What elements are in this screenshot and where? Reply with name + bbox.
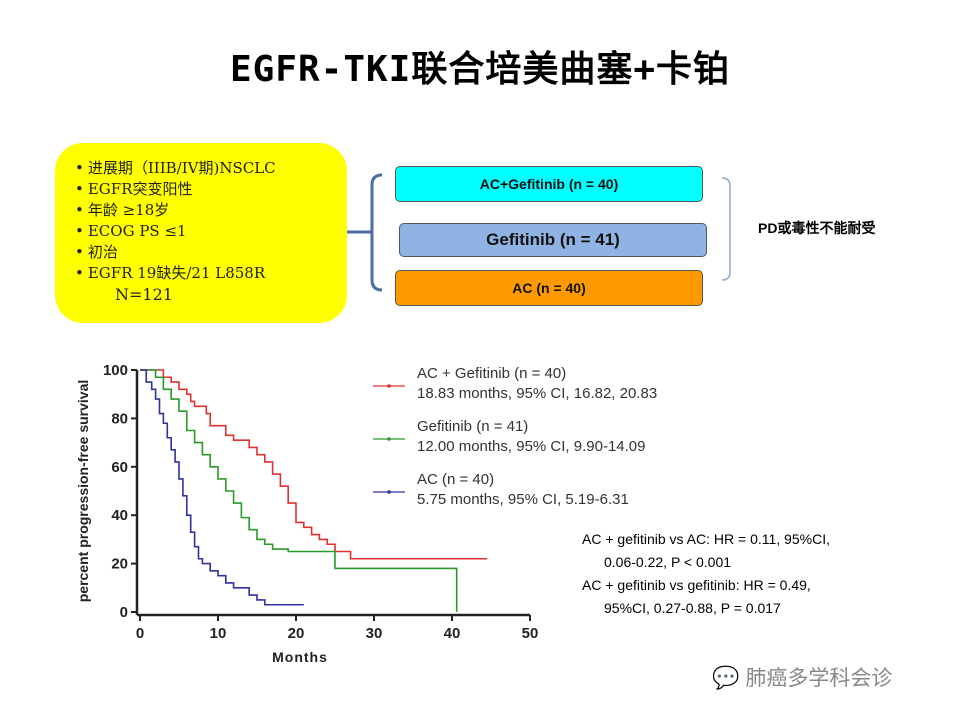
legend-marker [387,384,391,388]
arm-ac: AC (n = 40) [395,270,703,306]
watermark-text: 肺癌多学科会诊 [745,666,893,690]
x-tick-label: 30 [366,625,383,642]
km-curve-series-1 [140,369,488,560]
hr-line: 95%CI, 0.27-0.88, P = 0.017 [604,600,781,616]
slide-title: EGFR-TKI联合培美曲塞+卡铂 [229,49,731,90]
hazard-ratio-text: AC + gefitinib vs AC: HR = 0.11, 95%CI, … [582,528,830,620]
km-curve-series-3 [140,369,304,606]
endpoint-label: PD或毒性不能耐受 [758,220,876,236]
y-tick-label: 60 [111,459,128,476]
criteria-item: ECOG PS ≤1 [75,221,347,242]
criteria-item: EGFR突变阳性 [75,179,347,200]
legend-label: Gefitinib (n = 41) [417,418,528,435]
km-curve-series-2 [140,369,458,612]
y-tick-label: 0 [120,604,128,621]
x-tick-label: 10 [210,625,227,642]
x-tick-label: 50 [522,625,539,642]
x-axis-label: Months [272,649,328,665]
legend-marker [387,490,391,494]
wechat-icon: 💬 [712,666,740,691]
randomization-connectors [347,173,731,292]
km-legend: AC + Gefitinib (n = 40) 18.83 months, 95%… [373,365,657,508]
legend-label: AC (n = 40) [417,471,494,488]
legend-marker [387,437,391,441]
criteria-item: EGFR 19缺失/21 L858R [75,263,347,284]
x-tick-label: 40 [444,625,461,642]
legend-median: 18.83 months, 95% CI, 16.82, 20.83 [417,385,657,402]
criteria-item: 初治 [75,242,347,263]
hr-line: AC + gefitinib vs AC: HR = 0.11, 95%CI, [582,531,830,547]
y-tick-label: 100 [103,362,128,379]
y-tick-label: 20 [111,556,128,573]
criteria-item: 进展期（IIIB/IV期)NSCLC [75,158,347,179]
km-chart: 0 20 40 60 80 100 0 10 20 30 40 50 Months percent pro… [75,362,539,665]
left-brace [370,173,383,292]
hr-line: 0.06-0.22, P < 0.001 [604,554,732,570]
hr-line: AC + gefitinib vs gefitinib: HR = 0.49, [582,577,811,593]
sample-size: N=121 [115,285,173,304]
watermark: 💬 肺癌多学科会诊 [712,662,892,692]
legend-median: 12.00 months, 95% CI, 9.90-14.09 [417,438,645,455]
inclusion-criteria-box: 进展期（IIIB/IV期)NSCLC EGFR突变阳性 年龄 ≥18岁 ECOG… [55,143,347,323]
criteria-item: 年龄 ≥18岁 [75,200,347,221]
legend-label: AC + Gefitinib (n = 40) [417,365,566,382]
x-tick-label: 0 [136,625,144,642]
x-tick-label: 20 [288,625,305,642]
arm-gefitinib: Gefitinib (n = 41) [399,223,707,257]
right-brace [721,177,731,281]
y-tick-label: 80 [111,410,128,427]
y-axis-label: percent progression-free survival [75,380,91,603]
y-tick-label: 40 [111,507,128,524]
legend-median: 5.75 months, 95% CI, 5.19-6.31 [417,491,629,508]
arm-ac-gefitinib: AC+Gefitinib (n = 40) [395,166,703,202]
